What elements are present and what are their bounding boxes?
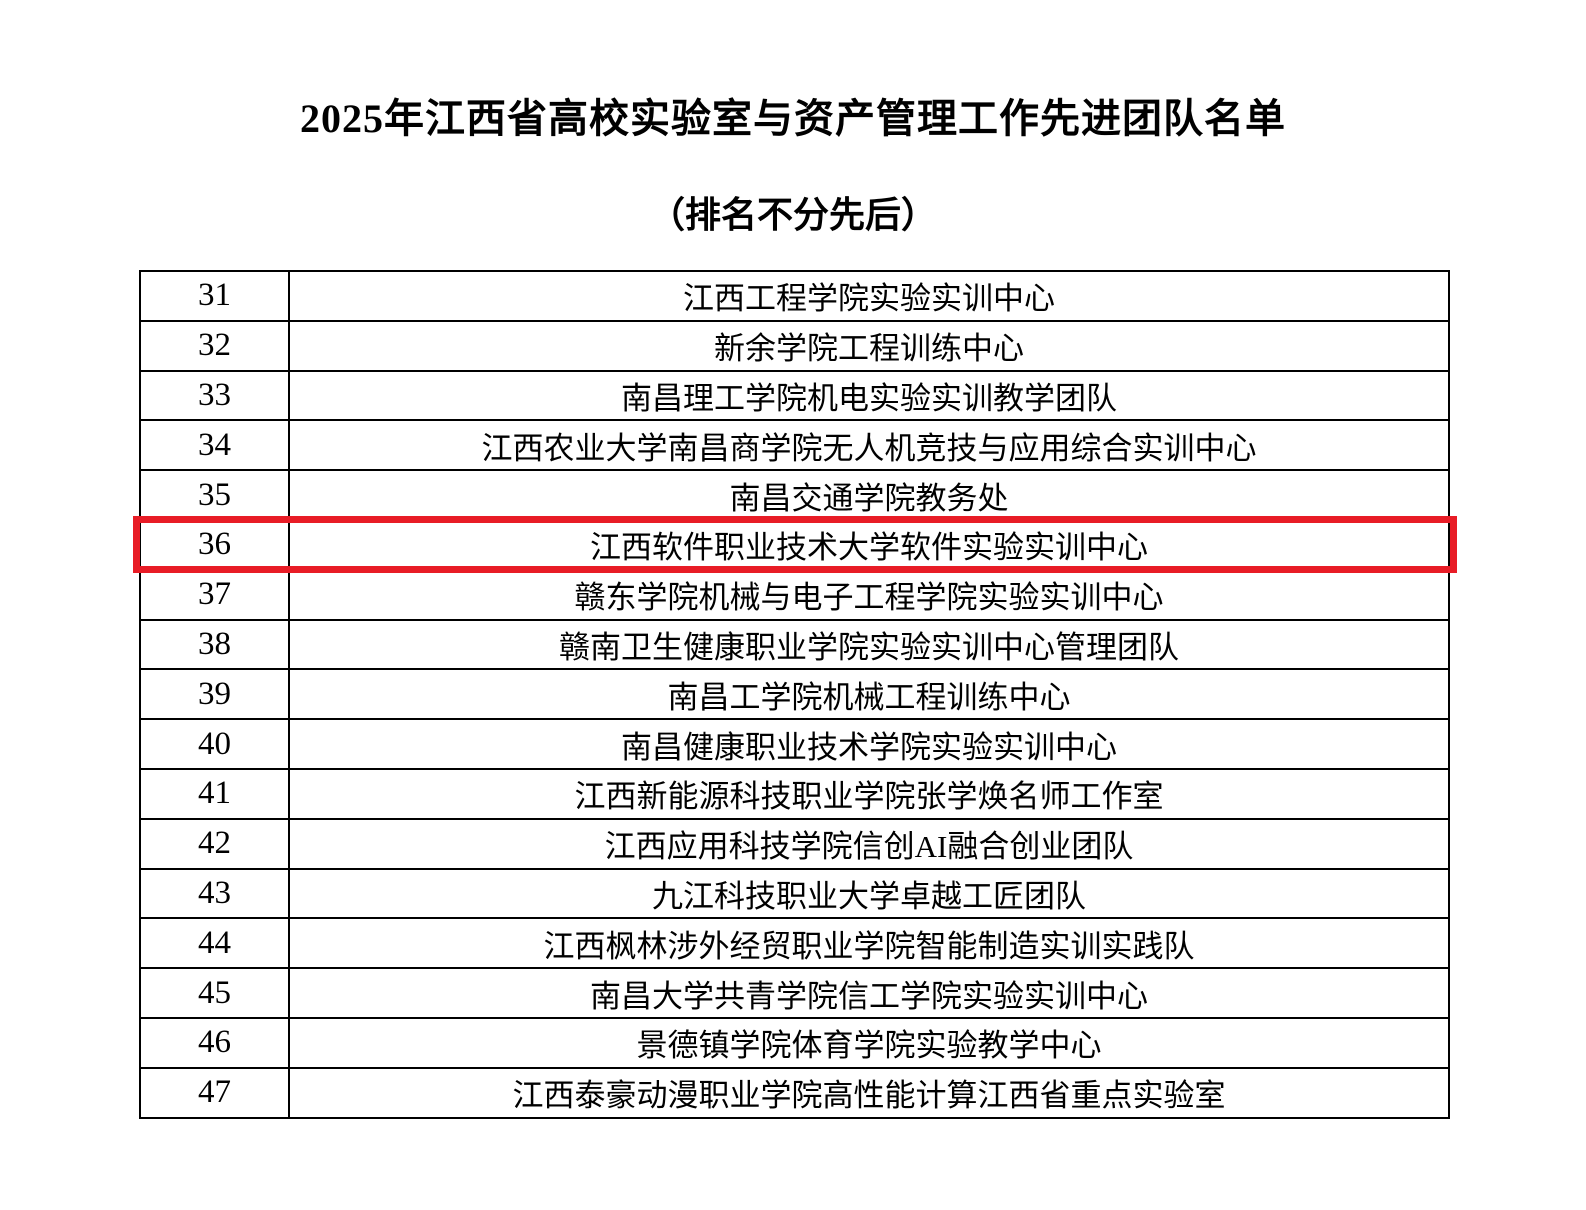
- table-row: 46 景德镇学院体育学院实验教学中心: [139, 1016, 1450, 1069]
- team-cell: 南昌理工学院机电实验实训教学团队: [288, 369, 1450, 422]
- team-cell: 江西应用科技学院信创AI融合创业团队: [288, 817, 1450, 870]
- rank-cell: 35: [139, 469, 290, 521]
- rank-cell: 44: [139, 917, 290, 970]
- rank-cell: 32: [139, 319, 290, 372]
- rank-cell: 46: [139, 1016, 290, 1069]
- team-cell: 赣东学院机械与电子工程学院实验实训中心: [288, 568, 1450, 621]
- team-cell: 南昌大学共青学院信工学院实验实训中心: [288, 967, 1450, 1019]
- team-cell: 江西枫林涉外经贸职业学院智能制造实训实践队: [288, 917, 1450, 970]
- rank-cell: 45: [139, 967, 290, 1019]
- table-row: 35 南昌交通学院教务处: [139, 469, 1450, 521]
- table-row: 39 南昌工学院机械工程训练中心: [139, 668, 1450, 721]
- page-title: 2025年江西省高校实验室与资产管理工作先进团队名单: [300, 96, 1286, 141]
- rank-cell: 47: [139, 1066, 290, 1119]
- team-cell: 江西软件职业技术大学软件实验实训中心: [288, 518, 1450, 571]
- table-row: 33 南昌理工学院机电实验实训教学团队: [139, 369, 1450, 422]
- table-row: 34 江西农业大学南昌商学院无人机竞技与应用综合实训中心: [139, 419, 1450, 472]
- team-cell: 江西新能源科技职业学院张学焕名师工作室: [288, 767, 1450, 820]
- table-row: 43 九江科技职业大学卓越工匠团队: [139, 867, 1450, 920]
- team-cell: 江西泰豪动漫职业学院高性能计算江西省重点实验室: [288, 1066, 1450, 1119]
- rank-cell: 39: [139, 668, 290, 721]
- rank-cell: 31: [139, 270, 290, 322]
- rank-cell: 36: [139, 518, 290, 571]
- table-row: 42 江西应用科技学院信创AI融合创业团队: [139, 817, 1450, 870]
- table-row: 45 南昌大学共青学院信工学院实验实训中心: [139, 967, 1450, 1019]
- rank-cell: 37: [139, 568, 290, 621]
- rank-cell: 38: [139, 618, 290, 671]
- table-row: 31 江西工程学院实验实训中心: [139, 270, 1450, 322]
- table-row: 37 赣东学院机械与电子工程学院实验实训中心: [139, 568, 1450, 621]
- rank-cell: 40: [139, 718, 290, 770]
- rank-cell: 41: [139, 767, 290, 820]
- team-cell: 南昌工学院机械工程训练中心: [288, 668, 1450, 721]
- team-table: 31 江西工程学院实验实训中心 32 新余学院工程训练中心 33 南昌理工学院机…: [139, 270, 1450, 1119]
- rank-cell: 43: [139, 867, 290, 920]
- team-cell: 南昌健康职业技术学院实验实训中心: [288, 718, 1450, 770]
- team-cell: 南昌交通学院教务处: [288, 469, 1450, 521]
- team-cell: 九江科技职业大学卓越工匠团队: [288, 867, 1450, 920]
- table-row: 40 南昌健康职业技术学院实验实训中心: [139, 718, 1450, 770]
- table-row: 32 新余学院工程训练中心: [139, 319, 1450, 372]
- table-row: 38 赣南卫生健康职业学院实验实训中心管理团队: [139, 618, 1450, 671]
- rank-cell: 42: [139, 817, 290, 870]
- table-row: 47 江西泰豪动漫职业学院高性能计算江西省重点实验室: [139, 1066, 1450, 1119]
- team-cell: 江西农业大学南昌商学院无人机竞技与应用综合实训中心: [288, 419, 1450, 472]
- table-row: 44 江西枫林涉外经贸职业学院智能制造实训实践队: [139, 917, 1450, 970]
- rank-cell: 33: [139, 369, 290, 422]
- team-cell: 江西工程学院实验实训中心: [288, 270, 1450, 322]
- team-cell: 景德镇学院体育学院实验教学中心: [288, 1016, 1450, 1069]
- team-cell: 新余学院工程训练中心: [288, 319, 1450, 372]
- team-cell: 赣南卫生健康职业学院实验实训中心管理团队: [288, 618, 1450, 671]
- rank-cell: 34: [139, 419, 290, 472]
- team-table-container: 31 江西工程学院实验实训中心 32 新余学院工程训练中心 33 南昌理工学院机…: [133, 270, 1457, 1119]
- table-row-highlighted: 36 江西软件职业技术大学软件实验实训中心: [139, 518, 1450, 571]
- table-row: 41 江西新能源科技职业学院张学焕名师工作室: [139, 767, 1450, 820]
- page-subtitle: （排名不分先后）: [648, 195, 937, 235]
